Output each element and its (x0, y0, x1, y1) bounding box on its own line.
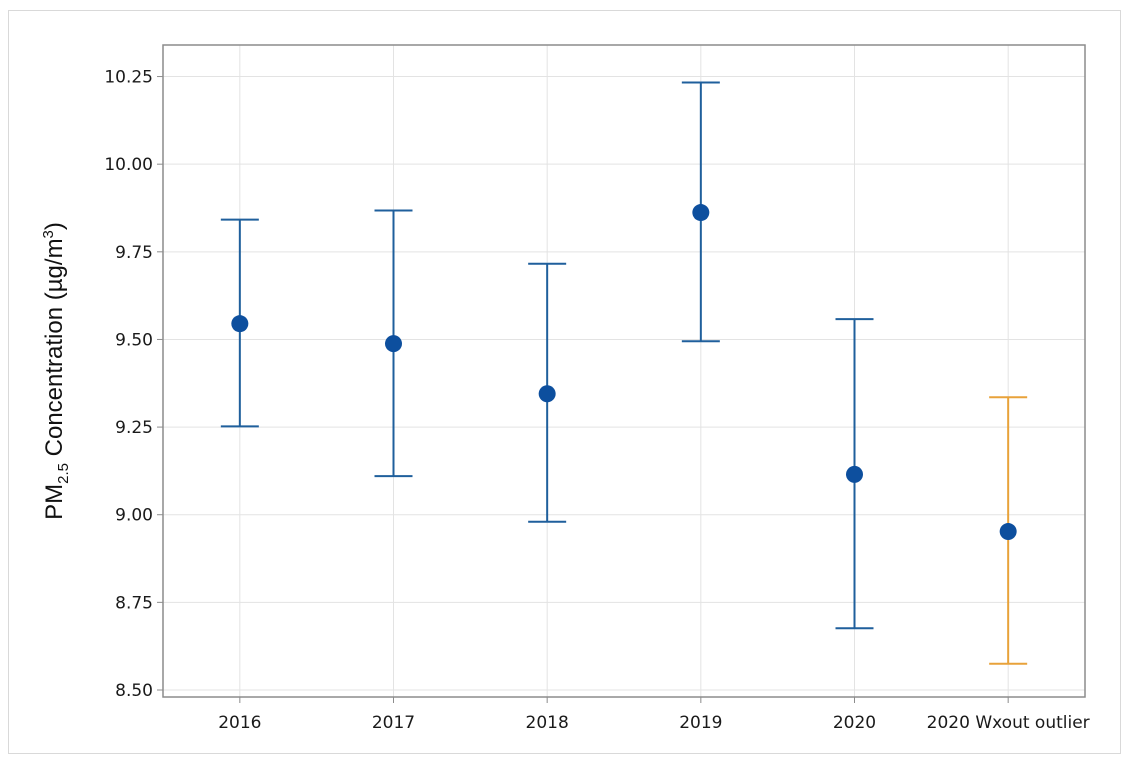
plot-area (162, 44, 1086, 698)
y-tick-label: 9.00 (115, 506, 153, 526)
interval-2 (374, 209, 413, 478)
x-tick-label: 2017 (372, 713, 415, 733)
x-tick-label: 2020 Wxout outlier (927, 713, 1090, 733)
chart-frame (8, 10, 1121, 754)
y-tick-label: 9.75 (115, 243, 153, 263)
y-tick-label: 10.25 (104, 68, 153, 88)
x-tick-label: 2016 (218, 713, 261, 733)
x-tick-label: 2020 (833, 713, 876, 733)
mean-point (538, 385, 556, 403)
y-tick-label: 9.50 (115, 330, 153, 350)
y-tick-label: 10.00 (104, 155, 153, 175)
x-axis: 2016 2017 2018 2019 2020 2020 Wxout outlier (218, 697, 1090, 733)
y-tick-label: 9.25 (115, 418, 153, 438)
interval-5 (835, 318, 874, 630)
y-tick-label: 8.50 (115, 681, 153, 701)
y-axis-title: PM2.5 Concentration (µg/m3) (40, 222, 72, 520)
ylabel-subscript: 2.5 (55, 463, 72, 484)
interval-3 (528, 262, 567, 523)
x-tick-label: 2019 (679, 713, 722, 733)
mean-point (692, 204, 710, 222)
mean-point (846, 465, 863, 483)
mean-point (999, 523, 1017, 541)
ylabel-middle: Concentration (µg/m (41, 238, 68, 463)
interval-1 (220, 218, 259, 428)
y-axis: 8.50 8.75 9.00 9.25 9.50 9.75 10.00 10.25 (104, 68, 163, 701)
grid-lines (163, 45, 1085, 697)
interval-6 (989, 396, 1028, 665)
x-tick-label: 2018 (526, 713, 569, 733)
ylabel-superscript: 3 (40, 230, 57, 238)
ylabel-prefix: PM (41, 484, 68, 520)
ylabel-suffix: ) (41, 222, 68, 230)
intervals (220, 81, 1028, 665)
interval-4 (681, 81, 720, 343)
y-axis-label: PM2.5 Concentration (µg/m3) (40, 222, 72, 520)
mean-point (231, 315, 249, 333)
mean-point (385, 335, 402, 353)
y-tick-label: 8.75 (115, 593, 153, 613)
